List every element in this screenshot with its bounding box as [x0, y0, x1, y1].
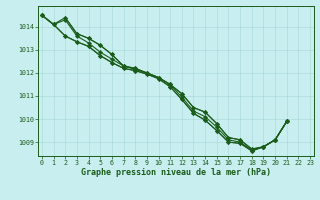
X-axis label: Graphe pression niveau de la mer (hPa): Graphe pression niveau de la mer (hPa): [81, 168, 271, 177]
